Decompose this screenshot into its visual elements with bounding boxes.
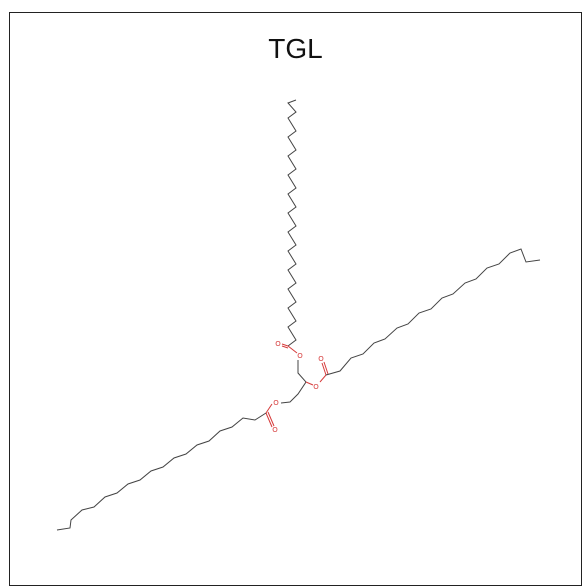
- upper-carbonyl-bond-2: [281, 345, 289, 349]
- lower-carbonyl-oxygen: O: [272, 426, 278, 434]
- figure-frame: TGL: [9, 12, 582, 586]
- right-carbonyl-oxygen: O: [318, 355, 324, 363]
- lower-ester-bond: [265, 403, 273, 414]
- upper-ester-bond: [287, 345, 298, 354]
- upper-carbonyl-bond: [281, 343, 289, 347]
- upper-acyl-chain: [287, 99, 297, 347]
- middle-ester-bond: [305, 381, 314, 386]
- lower-carbonyl-bond-2: [267, 411, 275, 427]
- lower-carbonyl-bond: [265, 412, 273, 428]
- right-carbonyl-bond-2: [323, 361, 329, 375]
- glycerol-backbone: [280, 360, 307, 404]
- upper-carbonyl-oxygen: O: [275, 340, 281, 348]
- upper-ester-oxygen: O: [297, 352, 303, 360]
- lower-ester-oxygen: O: [273, 399, 279, 407]
- figure-title: TGL: [268, 33, 323, 64]
- right-carbonyl-bond: [321, 362, 327, 376]
- middle-ester-oxygen: O: [313, 383, 319, 391]
- right-ester-bond: [319, 374, 327, 383]
- lower-left-acyl-chain: [56, 412, 267, 531]
- right-acyl-chain: [325, 248, 541, 376]
